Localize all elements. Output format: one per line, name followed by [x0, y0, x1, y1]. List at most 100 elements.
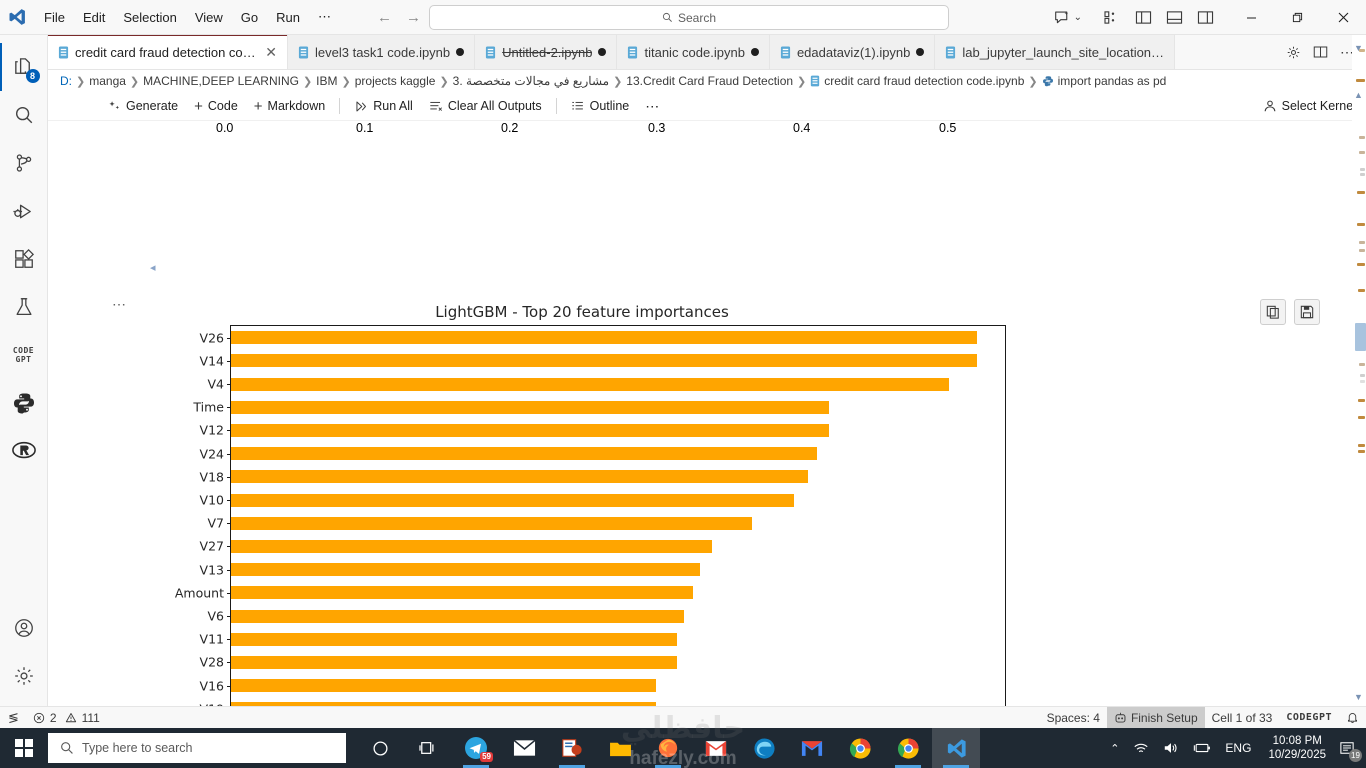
tab-level3-task1[interactable]: level3 task1 code.ipynb — [288, 35, 476, 69]
taskbar-clock[interactable]: 10:08 PM 10/29/2025 — [1258, 734, 1336, 762]
minimize-button[interactable] — [1228, 0, 1274, 35]
outline-button[interactable]: Outline — [563, 97, 638, 115]
scroll-down-arrow-icon[interactable]: ▼ — [1354, 43, 1363, 53]
chrome-2-taskbar-button[interactable] — [884, 728, 932, 768]
editor-more-actions-icon[interactable]: ⋯ — [1340, 44, 1354, 60]
notebook-scrollbar-rail[interactable]: ▼ ▲ ▼ — [1352, 35, 1366, 706]
breadcrumb-notebook-file[interactable]: credit card fraud detection code.ipynb — [824, 74, 1025, 88]
sidebar-item-r-language[interactable] — [0, 427, 48, 475]
select-kernel-button[interactable]: Select Kernel — [1263, 99, 1356, 113]
sidebar-item-testing[interactable] — [0, 283, 48, 331]
generate-button[interactable]: Generate — [100, 97, 186, 115]
sidebar-item-explorer[interactable]: 8 — [0, 43, 48, 91]
copilot-button[interactable]: ⌄ — [1046, 10, 1090, 26]
cell-more-actions-icon[interactable]: ⋯ — [112, 296, 127, 312]
breadcrumb-drive[interactable]: D: — [60, 74, 72, 88]
add-code-cell-button[interactable]: + Code — [186, 96, 246, 117]
scroll-bottom-arrow-icon[interactable]: ▼ — [1354, 692, 1363, 702]
menu-selection[interactable]: Selection — [123, 9, 177, 25]
tab-close-icon[interactable]: ✕ — [265, 44, 277, 60]
taskbar-search-input[interactable]: Type here to search — [48, 733, 346, 763]
vscode-taskbar-button[interactable] — [932, 728, 980, 768]
tab-dirty-indicator[interactable] — [456, 48, 465, 56]
problems-indicator[interactable]: 2 111 — [29, 707, 107, 729]
breadcrumb-cell-symbol[interactable]: import pandas as pd — [1057, 74, 1167, 88]
folder-taskbar-button[interactable] — [596, 728, 644, 768]
codegpt-status[interactable]: CODEGPT — [1286, 712, 1332, 723]
battery-icon[interactable] — [1186, 742, 1218, 754]
network-status-icon[interactable] — [1126, 741, 1156, 755]
breadcrumb-arabic-folder[interactable]: 3. مشاريع في مجالات متخصصة — [452, 74, 610, 88]
menu-go[interactable]: Go — [240, 9, 259, 25]
remote-indicator-icon[interactable]: ≶ — [8, 709, 19, 725]
start-button[interactable] — [0, 728, 48, 768]
indentation-status[interactable]: Spaces: 4 — [1046, 710, 1100, 725]
sidebar-item-python[interactable] — [0, 379, 48, 427]
clear-all-outputs-button[interactable]: Clear All Outputs — [421, 97, 550, 115]
minimap-scroll-thumb[interactable] — [1355, 323, 1366, 351]
customize-layout-icon[interactable] — [1104, 10, 1121, 25]
split-editor-icon[interactable] — [1313, 45, 1328, 59]
collapse-left-chevron-icon[interactable]: ◂ — [150, 262, 156, 274]
tab-edadataviz[interactable]: edadataviz(1).ipynb — [769, 35, 936, 69]
gear-icon[interactable] — [1286, 45, 1301, 60]
run-all-button[interactable]: Run All — [346, 97, 421, 115]
back-arrow-icon[interactable]: ← — [377, 8, 392, 26]
cell-position-status[interactable]: Cell 1 of 33 — [1211, 710, 1273, 725]
breadcrumb-credit-card-fraud-detection-folder[interactable]: 13.Credit Card Fraud Detection — [626, 74, 794, 88]
close-button[interactable] — [1320, 0, 1366, 35]
toolbar-more-button[interactable]: ⋯ — [637, 99, 667, 113]
save-output-button[interactable] — [1294, 299, 1320, 325]
sidebar-item-extensions[interactable] — [0, 235, 48, 283]
gmail-taskbar-button[interactable] — [692, 728, 740, 768]
sidebar-item-source-control[interactable] — [0, 139, 48, 187]
gmail-2-taskbar-button[interactable] — [788, 728, 836, 768]
sidebar-item-run-and-debug[interactable] — [0, 187, 48, 235]
notification-center-button[interactable]: 19 — [1336, 737, 1362, 762]
notebook-minimap[interactable] — [1355, 41, 1366, 700]
menu-edit[interactable]: Edit — [82, 9, 106, 25]
sidebar-item-codegpt[interactable]: CODE GPT — [0, 331, 48, 379]
copy-output-button[interactable] — [1260, 299, 1286, 325]
show-hidden-icons-chevron[interactable]: ⌃ — [1110, 742, 1120, 755]
finish-setup-status[interactable]: Finish Setup — [1106, 706, 1205, 729]
tab-dirty-indicator[interactable] — [750, 48, 759, 56]
menu-run[interactable]: Run — [276, 9, 300, 25]
breadcrumb-machine-deep-learning[interactable]: MACHINE,DEEP LEARNING — [143, 74, 299, 88]
add-markdown-cell-button[interactable]: + Markdown — [246, 96, 333, 117]
restore-button[interactable] — [1274, 0, 1320, 35]
sidebar-item-accounts[interactable] — [0, 604, 48, 652]
menu-file[interactable]: File — [44, 9, 65, 25]
windows-logo-icon — [15, 739, 33, 757]
menu-more[interactable]: ⋯ — [318, 9, 331, 24]
tab-dirty-indicator[interactable] — [916, 48, 925, 56]
tab-credit-card-fraud-detection[interactable]: credit card fraud detection code.ipynb ✕ — [48, 35, 288, 69]
task-view-button[interactable] — [404, 728, 452, 768]
tab-untitled-2[interactable]: Untitled-2.ipynb — [475, 35, 618, 69]
breadcrumb-projects-kaggle[interactable]: projects kaggle — [354, 74, 436, 88]
scroll-up-arrow-icon[interactable]: ▲ — [1354, 90, 1363, 100]
language-indicator[interactable]: ENG — [1225, 741, 1252, 755]
tab-dirty-indicator[interactable] — [598, 48, 607, 56]
telegram-taskbar-button[interactable]: 59 — [452, 728, 500, 768]
cortana-button[interactable] — [356, 728, 404, 768]
toggle-panel-icon[interactable] — [1166, 10, 1183, 25]
command-center-search[interactable]: Search — [429, 5, 949, 30]
tab-lab-jupyter-launch-site-location[interactable]: lab_jupyter_launch_site_location(7).ipyn… — [935, 35, 1176, 69]
volume-icon[interactable] — [1156, 741, 1186, 755]
notifications-bell[interactable] — [1339, 707, 1366, 729]
chrome-taskbar-button[interactable] — [836, 728, 884, 768]
powerpoint-taskbar-button[interactable] — [548, 728, 596, 768]
toggle-secondary-sidebar-icon[interactable] — [1197, 10, 1214, 25]
tab-titanic-code[interactable]: titanic code.ipynb — [617, 35, 770, 69]
menu-view[interactable]: View — [194, 9, 223, 25]
firefox-taskbar-button[interactable] — [644, 728, 692, 768]
forward-arrow-icon[interactable]: → — [406, 8, 421, 26]
breadcrumb-manga[interactable]: manga — [89, 74, 126, 88]
mail-taskbar-button[interactable] — [500, 728, 548, 768]
edge-taskbar-button[interactable] — [740, 728, 788, 768]
sidebar-item-search[interactable] — [0, 91, 48, 139]
breadcrumb-ibm[interactable]: IBM — [316, 74, 338, 88]
toggle-primary-sidebar-icon[interactable] — [1135, 10, 1152, 25]
sidebar-item-settings[interactable] — [0, 652, 48, 700]
